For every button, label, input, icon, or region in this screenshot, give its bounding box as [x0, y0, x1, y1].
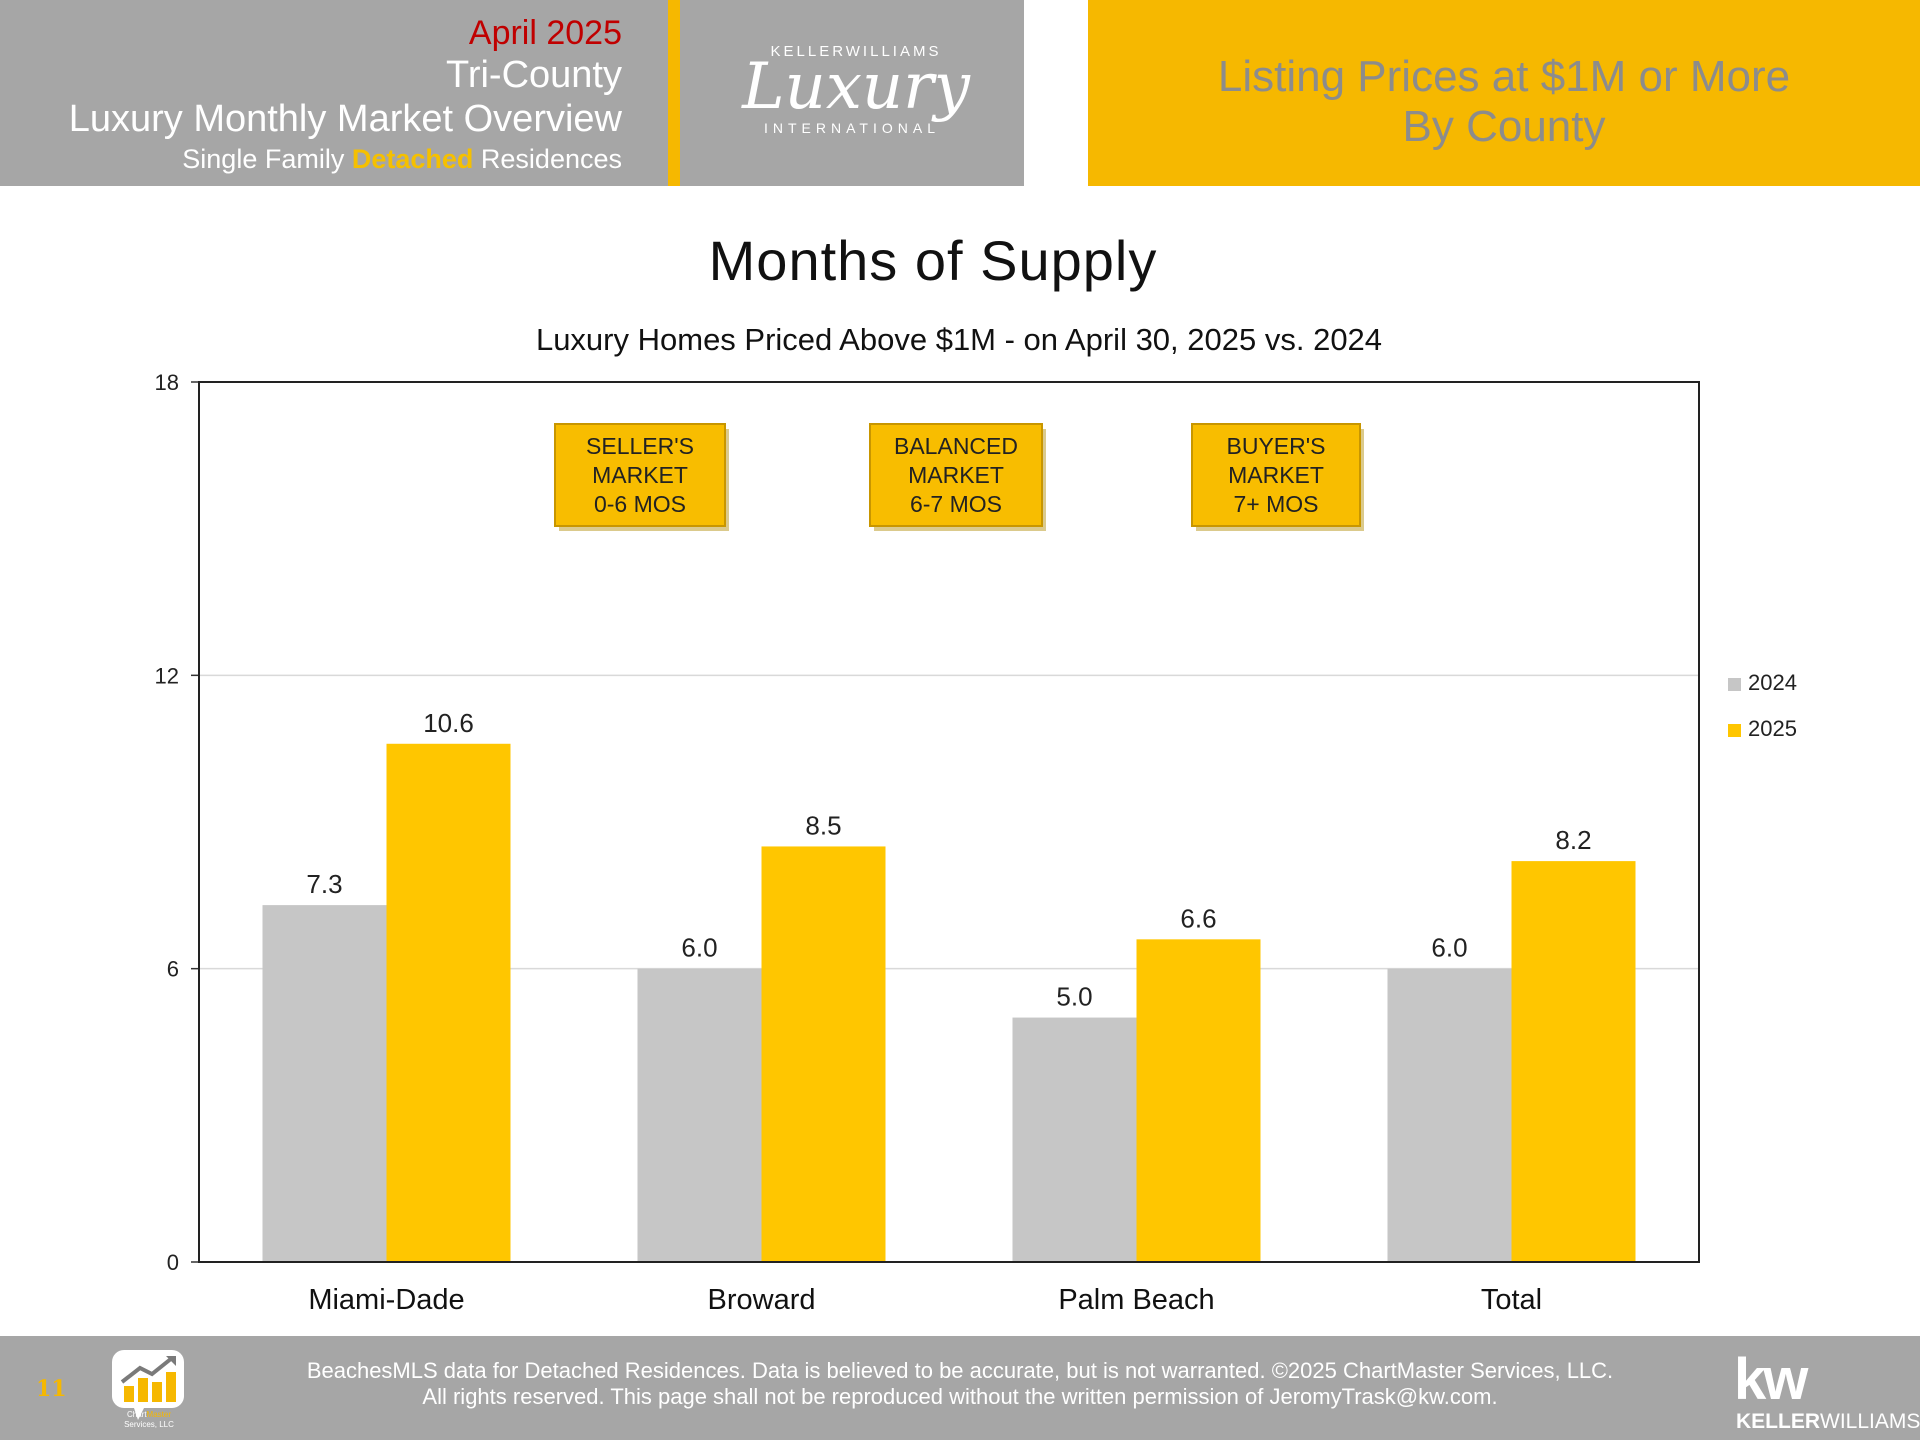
chartmaster-logo-icon — [112, 1350, 184, 1420]
annotation-text: MARKET — [1228, 462, 1324, 488]
market-annotation-box — [554, 423, 726, 527]
kw-name-williams: WILLIAMS. — [1820, 1410, 1920, 1433]
annotation-text: 0-6 MOS — [594, 491, 686, 517]
report-subtitle: Single Family Detached Residences — [182, 144, 622, 175]
logo-text-chart: Chart — [126, 1410, 147, 1419]
footer-disclaimer-line1: BeachesMLS data for Detached Residences.… — [306, 1358, 1614, 1383]
report-title: Luxury Monthly Market Overview — [68, 98, 622, 140]
footer: 11 ChartMaster Services, LLC BeachesMLS d… — [0, 1336, 1920, 1440]
data-label: 6.0 — [1431, 933, 1467, 963]
annotation-text: 6-7 MOS — [910, 491, 1002, 517]
annotation-text: SELLER'S — [586, 433, 694, 459]
logo-text-services: Services, LLC — [124, 1420, 174, 1429]
kw-logo-mark: kw — [1734, 1347, 1808, 1412]
legend-label: 2025 — [1748, 716, 1797, 741]
y-tick-label: 18 — [155, 370, 179, 395]
kw-logo-name: KELLERWILLIAMS. — [1736, 1410, 1920, 1434]
header-accent-stripe — [668, 0, 680, 186]
page-number: 11 — [36, 1376, 67, 1402]
report-region: Tri-County — [446, 54, 622, 96]
y-tick-label: 12 — [155, 663, 179, 688]
bar-2024 — [637, 968, 762, 1262]
x-category-label: Total — [1481, 1284, 1542, 1316]
data-label: 6.6 — [1180, 903, 1216, 933]
x-category-label: Miami-Dade — [308, 1284, 464, 1316]
legend-swatch-2025 — [1728, 724, 1741, 737]
report-month: April 2025 — [468, 14, 622, 52]
bar-2024 — [1387, 968, 1512, 1262]
data-label: 8.5 — [805, 810, 841, 840]
annotation-text: BUYER'S — [1227, 433, 1326, 459]
y-tick-label: 0 — [167, 1250, 179, 1275]
annotation-text: MARKET — [908, 462, 1004, 488]
bar-2024 — [262, 905, 387, 1262]
bar-2025 — [1511, 861, 1636, 1262]
market-annotation-box — [869, 423, 1043, 527]
logo-bottom-text: INTERNATIONAL — [764, 120, 940, 136]
subtitle-post: Residences — [480, 144, 622, 174]
x-category-label: Palm Beach — [1058, 1284, 1214, 1316]
data-label: 5.0 — [1056, 982, 1092, 1012]
section-title-line1: Listing Prices at $1M or More — [1217, 52, 1791, 101]
kw-luxury-logo: KELLERWILLIAMS Luxury INTERNATIONAL — [680, 0, 1024, 186]
plot-frame — [198, 381, 1700, 1263]
chart-subtitle: Luxury Homes Priced Above $1M - on April… — [535, 322, 1383, 357]
annotation-text: MARKET — [592, 462, 688, 488]
data-label: 10.6 — [423, 708, 474, 738]
data-label: 8.2 — [1555, 825, 1591, 855]
logo-top-text: KELLERWILLIAMS — [771, 43, 942, 60]
data-label: 6.0 — [681, 933, 717, 963]
bar-2025 — [1136, 939, 1261, 1262]
annotation-text: 7+ MOS — [1233, 491, 1318, 517]
header-left-panel: April 2025 Tri-County Luxury Monthly Mar… — [0, 0, 668, 186]
annotation-text: BALANCED — [894, 433, 1018, 459]
bar-2024 — [1012, 1017, 1137, 1262]
legend-swatch-2024 — [1728, 678, 1741, 691]
y-tick-label: 6 — [167, 957, 179, 982]
logo-text-master: Master — [146, 1410, 171, 1419]
logo-script-text: Luxury — [741, 50, 971, 124]
kw-luxury-logo-graphic: KELLERWILLIAMS Luxury INTERNATIONAL — [741, 43, 971, 136]
months-of-supply-chart: 0 6 12 18 7.3 10.6 Miami-Dade 6.0 8.5 Broward 5.0 6… — [155, 370, 1797, 1316]
bar-2025 — [761, 846, 886, 1262]
bar-2025 — [386, 743, 511, 1262]
kw-name-keller: KELLER — [1736, 1410, 1820, 1433]
chart-title: Months of Supply — [708, 229, 1158, 292]
subtitle-emphasis: Detached — [351, 144, 474, 174]
chartmaster-logo-text: ChartMaster Services, LLC — [106, 1410, 192, 1430]
x-category-label: Broward — [708, 1284, 816, 1316]
market-annotation-box — [1191, 423, 1361, 527]
section-title-line2: By County — [1402, 102, 1606, 151]
footer-disclaimer-line2: All rights reserved. This page shall not… — [422, 1384, 1498, 1409]
legend-label: 2024 — [1748, 670, 1797, 695]
header-right-panel: Listing Prices at $1M or More By County — [1088, 0, 1920, 186]
subtitle-pre: Single Family — [182, 144, 345, 174]
data-label: 7.3 — [306, 869, 342, 899]
